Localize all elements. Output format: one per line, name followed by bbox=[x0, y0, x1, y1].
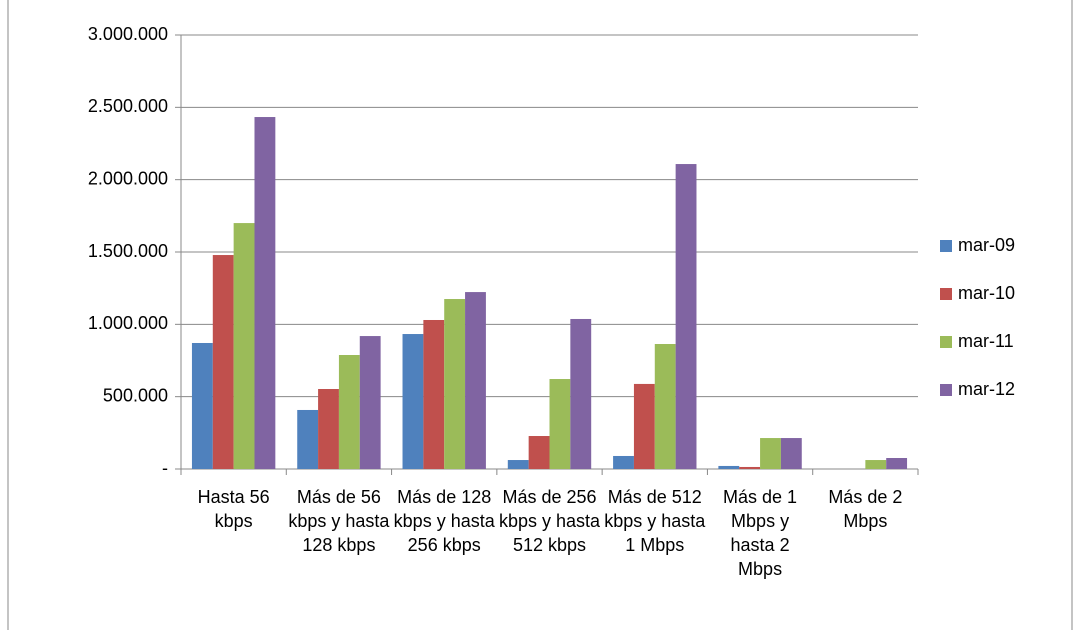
bar bbox=[675, 164, 697, 469]
legend-label: mar-09 bbox=[958, 235, 1015, 255]
bar bbox=[444, 299, 466, 469]
bar bbox=[423, 319, 445, 469]
legend-label: mar-12 bbox=[958, 379, 1015, 399]
bar bbox=[233, 223, 255, 469]
bar bbox=[212, 255, 234, 469]
legend-swatch bbox=[940, 336, 952, 348]
x-tick-label: Más de 128 kbps y hasta 256 kbps bbox=[393, 487, 495, 555]
y-tick-label: 2.500.000 bbox=[88, 96, 168, 116]
bar bbox=[297, 409, 319, 469]
bar bbox=[760, 438, 781, 469]
bar bbox=[507, 460, 529, 469]
bar bbox=[318, 388, 339, 469]
y-tick-label: 3.000.000 bbox=[88, 24, 168, 44]
legend-swatch bbox=[940, 288, 952, 300]
bar bbox=[359, 336, 381, 469]
bar bbox=[549, 379, 571, 469]
bar bbox=[633, 383, 655, 469]
x-tick-label: Más de 512 kbps y hasta 1 Mbps bbox=[604, 487, 706, 555]
bar bbox=[528, 436, 550, 469]
legend-label: mar-11 bbox=[958, 331, 1014, 351]
legend-label: mar-10 bbox=[958, 283, 1015, 303]
y-tick-label: 1.000.000 bbox=[88, 313, 168, 333]
bar bbox=[739, 466, 761, 469]
x-tick-label: Hasta 56 kbps bbox=[197, 487, 270, 531]
x-tick-label: Más de 256 kbps y hasta 512 kbps bbox=[498, 487, 601, 555]
bar bbox=[718, 465, 740, 469]
bar bbox=[191, 342, 213, 469]
bar bbox=[465, 292, 486, 469]
y-tick-label: 2.000.000 bbox=[88, 168, 168, 188]
bar bbox=[865, 460, 887, 469]
bar bbox=[338, 355, 360, 469]
y-tick-label: - bbox=[162, 458, 168, 478]
y-tick-label: 1.500.000 bbox=[88, 241, 168, 261]
bar bbox=[570, 318, 592, 469]
legend-swatch bbox=[940, 240, 952, 252]
y-tick-label: 500.000 bbox=[103, 385, 168, 405]
bar bbox=[254, 117, 276, 469]
chart-border bbox=[7, 0, 1073, 630]
bar bbox=[886, 458, 908, 469]
x-tick-label: Más de 2 Mbps bbox=[828, 487, 903, 531]
bar bbox=[613, 455, 634, 469]
bar bbox=[780, 438, 802, 469]
x-tick-label: Más de 1 Mbps y hasta 2 Mbps bbox=[723, 487, 798, 579]
x-tick-label: Más de 56 kbps y hasta 128 kbps bbox=[288, 487, 390, 555]
legend-swatch bbox=[940, 384, 952, 396]
bar bbox=[654, 344, 676, 469]
bar bbox=[402, 334, 424, 469]
